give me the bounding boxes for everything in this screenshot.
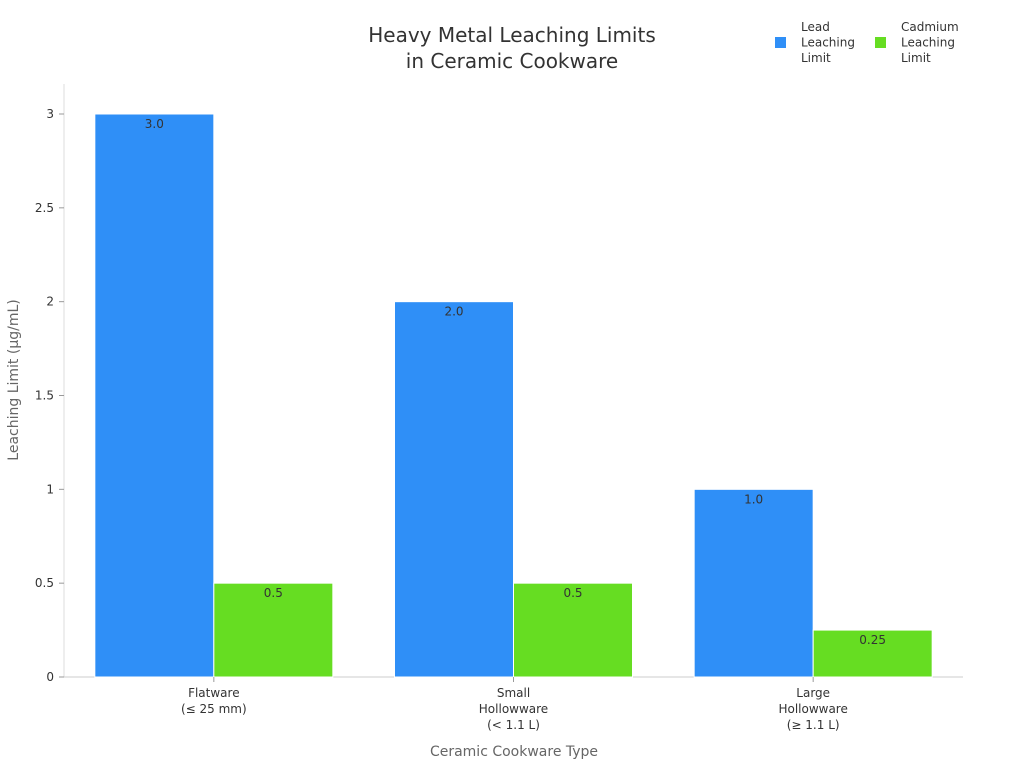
legend-label: Cadmium [901, 20, 959, 34]
legend-label: Limit [801, 51, 831, 65]
bar[interactable] [213, 582, 334, 678]
legend-swatch [775, 37, 786, 48]
x-tick-label: Flatware [188, 686, 240, 700]
x-tick-label: (≥ 1.1 L) [787, 718, 840, 732]
legend-label: Leaching [901, 36, 955, 50]
bars: 3.0 0.5 2.0 0.5 1.0 0.25 [94, 113, 933, 678]
plot-area: 0 0.5 1 1.5 2 2.5 3 3.0 0.5 2.0 0.5 1.0 0.25 Flatwa… [35, 84, 963, 732]
chart-title-line: in Ceramic Cookware [406, 49, 618, 73]
x-tick-label: Large [796, 686, 830, 700]
y-tick-label: 3 [46, 107, 54, 121]
y-tick-label: 1.5 [35, 389, 54, 403]
legend-label: Leaching [801, 36, 855, 50]
bar[interactable] [812, 629, 933, 678]
x-axis-title: Ceramic Cookware Type [430, 744, 598, 760]
legend-swatch [875, 37, 886, 48]
y-tick-label: 0.5 [35, 576, 54, 590]
bar-value-label: 0.5 [264, 586, 283, 600]
legend-label: Lead [801, 20, 830, 34]
bar-value-label: 3.0 [145, 117, 164, 131]
bar[interactable] [94, 113, 215, 678]
y-axis-title: Leaching Limit (µg/mL) [6, 299, 22, 460]
bar[interactable] [513, 582, 633, 678]
y-tick-label: 2 [46, 295, 54, 309]
bar[interactable] [394, 301, 514, 678]
x-tick-label: Hollowware [778, 702, 847, 716]
y-tick-label: 2.5 [35, 201, 54, 215]
y-axis-ticks: 0 0.5 1 1.5 2 2.5 3 [35, 107, 64, 684]
x-tick-label: Hollowware [479, 702, 548, 716]
y-tick-label: 0 [46, 670, 54, 684]
x-tick-label: (≤ 25 mm) [181, 702, 247, 716]
x-tick-label: (< 1.1 L) [487, 718, 540, 732]
legend-label: Limit [901, 51, 931, 65]
x-axis-ticks: Flatware (≤ 25 mm) Small Hollowware (< 1.1 L… [181, 677, 848, 732]
x-tick-label: Small [497, 686, 530, 700]
chart-title-line: Heavy Metal Leaching Limits [368, 23, 656, 47]
y-tick-label: 1 [46, 482, 54, 496]
bar-value-label: 2.0 [444, 305, 463, 319]
bar[interactable] [693, 488, 814, 678]
bar-value-label: 0.5 [563, 586, 582, 600]
bar-value-label: 1.0 [744, 492, 763, 506]
bar-value-label: 0.25 [859, 633, 886, 647]
